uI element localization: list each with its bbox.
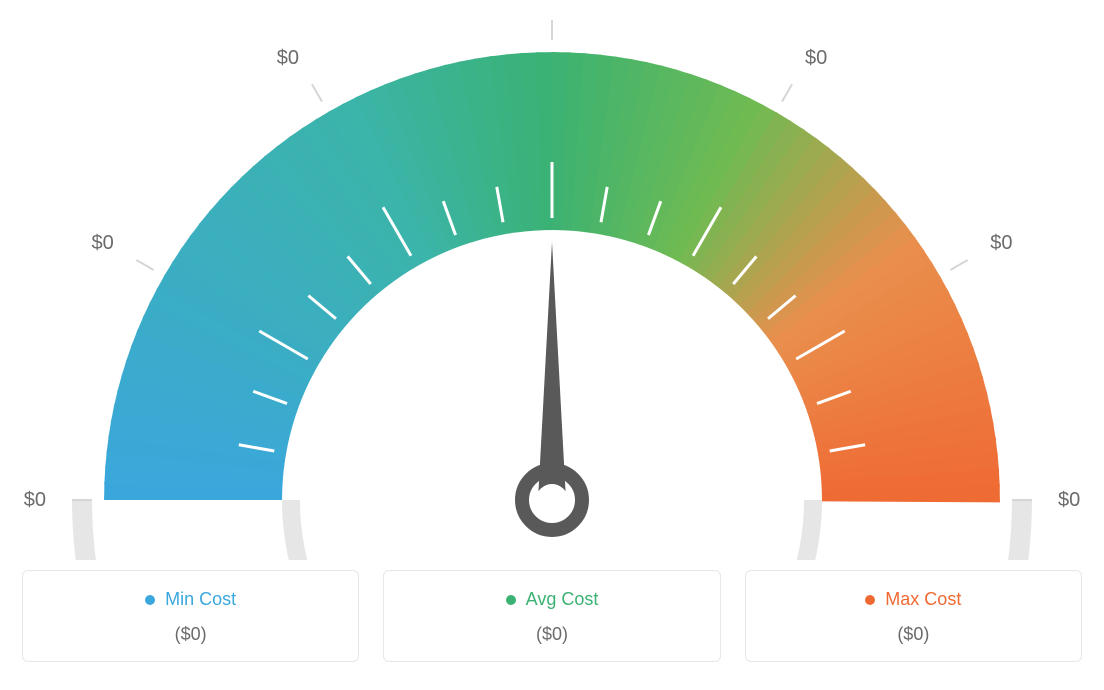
legend-row: Min Cost ($0) Avg Cost ($0) Max Cost ($0… (22, 570, 1082, 662)
legend-value-max: ($0) (756, 624, 1071, 645)
legend-card-min: Min Cost ($0) (22, 570, 359, 662)
legend-title-avg: Avg Cost (506, 589, 599, 610)
tick-label: $0 (92, 232, 114, 254)
legend-dot-min (145, 595, 155, 605)
legend-label-min: Min Cost (165, 589, 236, 610)
tick-label: $0 (277, 47, 299, 69)
legend-label-max: Max Cost (885, 589, 961, 610)
gauge-chart: $0$0$0$0$0$0$0 (0, 0, 1104, 560)
legend-card-max: Max Cost ($0) (745, 570, 1082, 662)
gauge-svg: $0$0$0$0$0$0$0 (0, 0, 1104, 560)
needle (538, 242, 566, 500)
legend-value-min: ($0) (33, 624, 348, 645)
legend-value-avg: ($0) (394, 624, 709, 645)
legend-dot-avg (506, 595, 516, 605)
tick-label: $0 (24, 489, 46, 511)
tick-label: $0 (1058, 489, 1080, 511)
tick-label: $0 (805, 47, 827, 69)
legend-dot-max (865, 595, 875, 605)
tick-label: $0 (990, 232, 1012, 254)
legend-card-avg: Avg Cost ($0) (383, 570, 720, 662)
legend-title-min: Min Cost (145, 589, 236, 610)
legend-title-max: Max Cost (865, 589, 961, 610)
needle-hub-inner (536, 484, 568, 516)
legend-label-avg: Avg Cost (526, 589, 599, 610)
